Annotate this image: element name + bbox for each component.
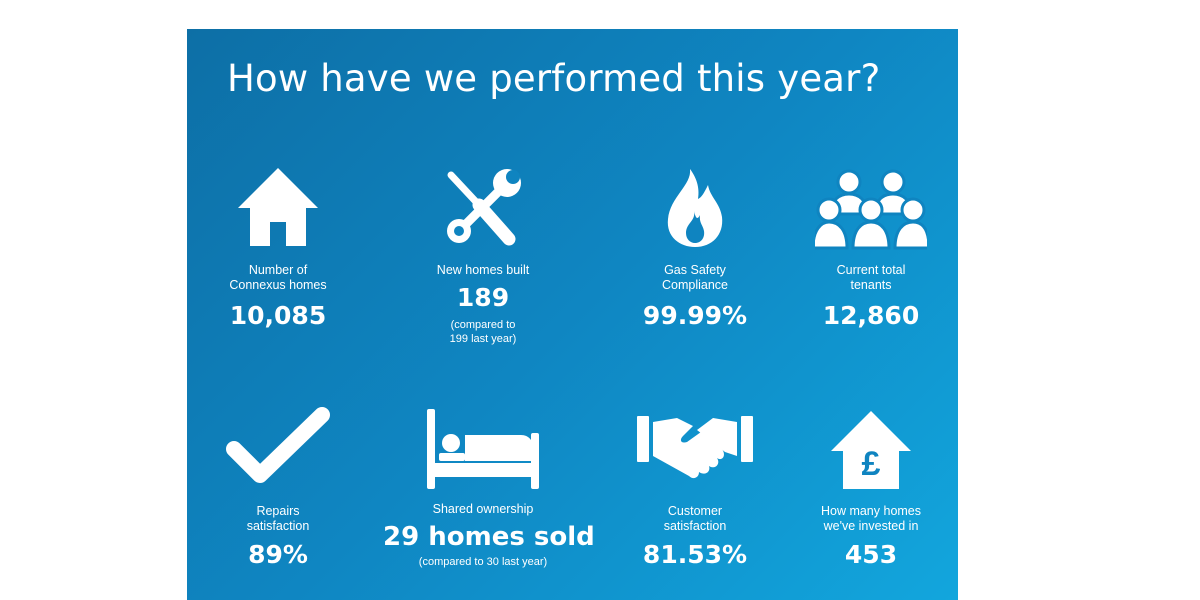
stat-label-line2: we've invested in — [823, 519, 919, 533]
stat-value: 10,085 — [229, 301, 327, 330]
stat-label-line1: Repairs — [256, 504, 300, 518]
stat-value: 81.53% — [642, 540, 748, 569]
pound-house-icon: £ — [829, 409, 913, 491]
stat-label-line2: satisfaction — [663, 519, 727, 533]
stat-label-line2: Connexus homes — [229, 278, 327, 292]
stat-note-line2: 199 last year) — [449, 333, 517, 345]
pound-symbol: £ — [862, 445, 881, 483]
stat-value: 12,860 — [822, 301, 920, 330]
stat-value: 29 homes sold — [383, 522, 595, 552]
page-title: How have we performed this year? — [227, 57, 881, 100]
stat-label-line1: Customer — [667, 504, 723, 518]
stat-label-line1: Current total — [836, 263, 906, 277]
stat-label-line1: Number of — [248, 263, 308, 277]
stat-value: 89% — [248, 540, 308, 569]
stat-label-line2: satisfaction — [246, 519, 310, 533]
performance-panel: How have we performed this year? Number … — [187, 29, 958, 600]
people-icon — [815, 168, 927, 250]
flame-icon — [664, 167, 726, 249]
stat-label-line1: New homes built — [436, 263, 530, 277]
bed-icon — [425, 405, 541, 491]
stat-label-line1: Gas Safety — [664, 263, 726, 277]
tools-icon — [441, 165, 525, 249]
stat-label-line2: Compliance — [661, 278, 728, 292]
stat-label-line1: Shared ownership — [432, 502, 534, 516]
handshake-icon — [637, 410, 753, 484]
stat-value: 99.99% — [642, 301, 748, 330]
stat-label-line2: tenants — [850, 278, 892, 292]
stat-note-line1: (compared to — [450, 319, 516, 331]
stat-note-line1: (compared to 30 last year) — [418, 556, 548, 568]
stat-label-line1: How many homes — [820, 504, 922, 518]
checkmark-icon — [224, 405, 332, 489]
house-icon — [236, 166, 320, 248]
stat-value: 453 — [844, 540, 898, 569]
stat-value: 189 — [456, 283, 510, 312]
